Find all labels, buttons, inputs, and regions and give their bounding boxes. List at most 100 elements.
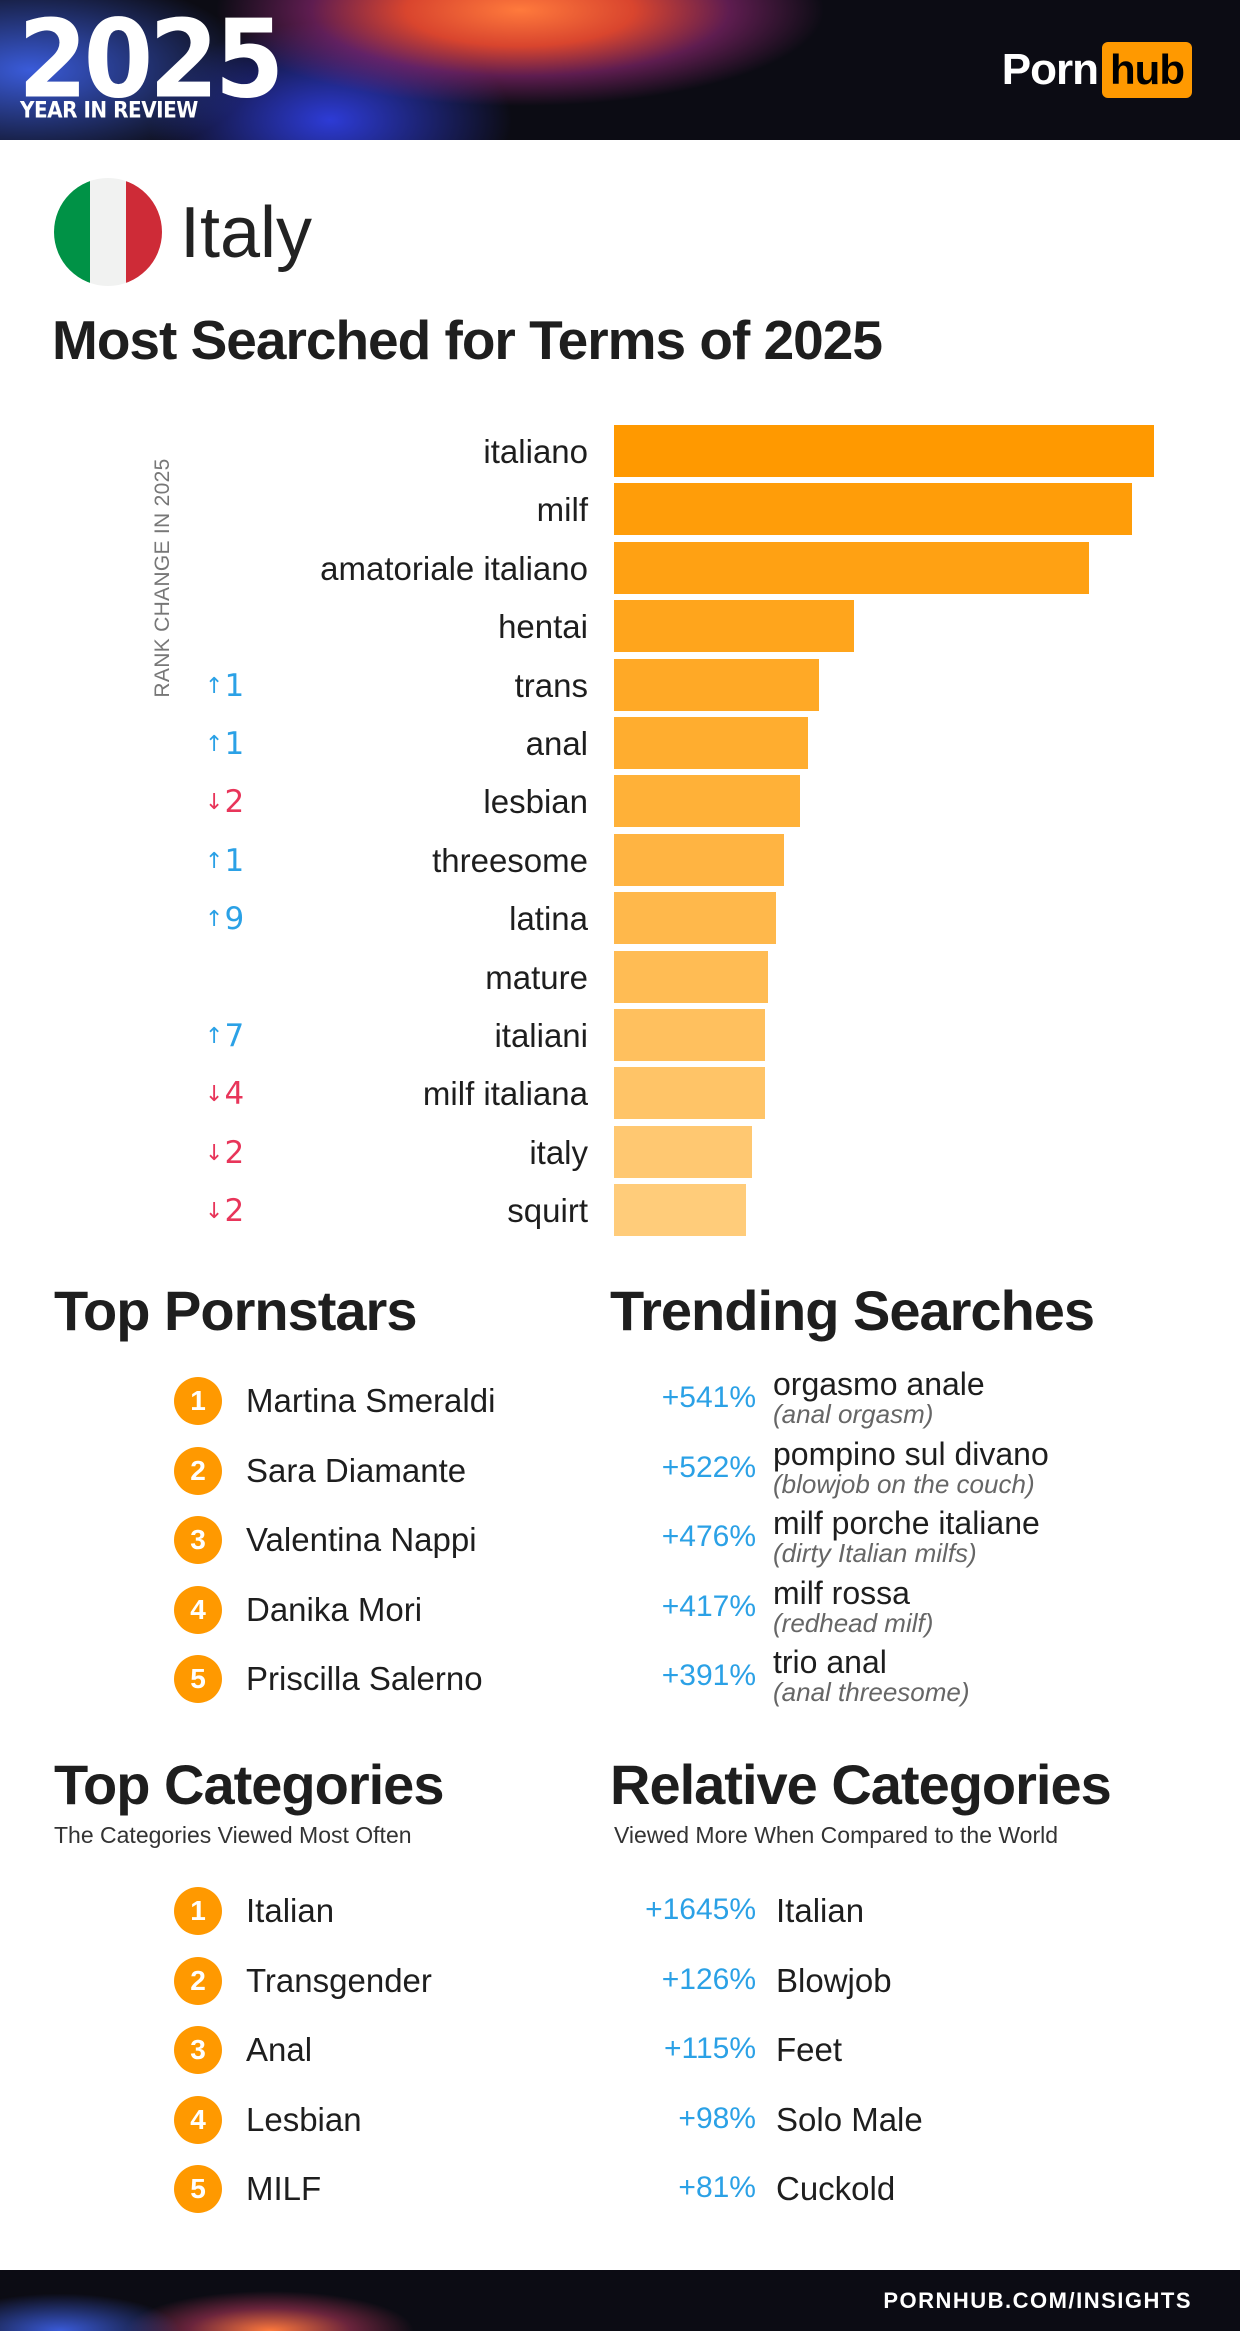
arrow-up-icon: ↑: [205, 732, 224, 757]
rank-change-label: ↑1: [205, 657, 244, 715]
rank-change-value: 9: [224, 901, 245, 938]
arrow-up-icon: ↑: [205, 673, 224, 699]
rank-badge: 1: [174, 1377, 222, 1425]
rank-change-label: ↓2: [205, 1182, 244, 1240]
trending-term[interactable]: milf porche italiane: [773, 1505, 1040, 1541]
bar-label: italiani: [494, 1017, 588, 1054]
relative-category-name[interactable]: Solo Male: [776, 2100, 923, 2138]
bar-label: amatoriale italiano: [320, 549, 588, 587]
list-item-name: Danika Mori: [246, 1590, 423, 1628]
list-item[interactable]: 4 Lesbian: [174, 2095, 362, 2145]
trending-percent: +541%: [661, 1381, 756, 1414]
trending-term[interactable]: pompino sul divano: [773, 1435, 1049, 1472]
trending-translation: (anal threesome): [773, 1677, 970, 1707]
arrow-down-icon: ↓: [205, 1082, 224, 1108]
rank-change-value: 2: [224, 1134, 245, 1171]
bar-label: threesome: [432, 841, 588, 879]
insights-link[interactable]: PORNHUB.COM/INSIGHTS: [883, 2288, 1192, 2313]
list-item[interactable]: 5 MILF: [174, 2164, 321, 2214]
flag-stripe-green: [54, 178, 90, 286]
list-item-name: Priscilla Salerno: [246, 1660, 483, 1697]
trending-percent: +391%: [661, 1659, 756, 1692]
rank-badge: 5: [174, 2165, 222, 2213]
bar-label: anal: [525, 725, 588, 762]
relative-categories-title: Relative Categories: [610, 1753, 1112, 1816]
trending-term[interactable]: milf rossa: [773, 1574, 910, 1611]
trending-term[interactable]: trio anal: [773, 1644, 887, 1680]
arrow-up-icon: ↑: [205, 1024, 224, 1049]
top-categories-title: Top Categories: [54, 1753, 444, 1816]
brand-logo-left: Porn: [1001, 45, 1099, 94]
arrow-up-icon: ↑: [205, 848, 224, 874]
list-item[interactable]: 3 Valentina Nappi: [174, 1515, 477, 1565]
list-item[interactable]: 5 Priscilla Salerno: [174, 1654, 483, 1704]
relative-category-name[interactable]: Cuckold: [776, 2170, 896, 2207]
chart-row: ↓2 squirt: [0, 1182, 1240, 1240]
relative-category-name[interactable]: Italian: [776, 1892, 865, 1929]
bar-label: mature: [485, 958, 588, 996]
list-item[interactable]: 4 Danika Mori: [174, 1585, 422, 1635]
top-pornstars-title: Top Pornstars: [54, 1279, 417, 1342]
relative-category-name[interactable]: Feet: [776, 2031, 843, 2068]
rank-change-label: ↑1: [205, 715, 244, 773]
bar-label: italy: [529, 1133, 588, 1171]
list-item-name: Italian: [246, 1892, 335, 1929]
bar: [614, 717, 808, 769]
relative-percent: +81%: [678, 2171, 756, 2204]
chart-row: ↓2 lesbian: [0, 773, 1240, 831]
footer-banner: PORNHUB.COM/INSIGHTS: [0, 2270, 1240, 2331]
rank-change-label: ↓2: [205, 1124, 244, 1182]
relative-category-name[interactable]: Blowjob: [776, 1961, 892, 1999]
arrow-down-icon: ↓: [205, 790, 224, 816]
chart-row: italiano: [0, 423, 1240, 481]
rank-badge: 4: [174, 1585, 222, 1634]
rank-badge: 2: [174, 1446, 222, 1495]
chart-row: ↑1 anal: [0, 715, 1240, 773]
chart-row: ↓4 milf italiana: [0, 1065, 1240, 1123]
italy-flag-icon: [54, 178, 162, 286]
list-item-name: Martina Smeraldi: [246, 1382, 496, 1419]
brand-logo[interactable]: Porn hub: [1002, 42, 1192, 98]
bar: [614, 775, 800, 828]
list-item[interactable]: 3 Anal: [174, 2025, 312, 2075]
bar-label: squirt: [507, 1192, 588, 1230]
rank-change-value: 1: [224, 667, 245, 704]
page-title: Most Searched for Terms of 2025: [52, 309, 883, 371]
bar: [614, 833, 784, 886]
country-name: Italy: [180, 193, 313, 273]
rank-change-value: 1: [224, 842, 245, 879]
chart-row: mature: [0, 949, 1240, 1007]
rank-change-value: 2: [224, 784, 245, 821]
trending-translation: (blowjob on the couch): [773, 1468, 1035, 1499]
rank-change-value: 4: [224, 1076, 245, 1113]
bar: [614, 1125, 752, 1178]
rank-change-label: ↑1: [205, 832, 244, 890]
list-item[interactable]: 2 Transgender: [174, 1956, 432, 2006]
list-item[interactable]: 1 Italian: [174, 1886, 334, 1936]
bar: [614, 600, 854, 653]
rank-badge: 4: [174, 2095, 222, 2144]
list-item-name: Sara Diamante: [246, 1451, 467, 1489]
trending-term[interactable]: orgasmo anale: [773, 1366, 985, 1402]
bar-label: trans: [514, 666, 588, 704]
rank-change-label: ↑9: [205, 890, 244, 948]
chart-row: hentai: [0, 598, 1240, 656]
trending-translation: (redhead milf): [773, 1607, 934, 1638]
trending-searches-title: Trending Searches: [610, 1279, 1095, 1342]
bar: [614, 658, 819, 711]
bar-label: italiano: [483, 433, 588, 470]
chart-row: ↑1 trans: [0, 657, 1240, 715]
top-categories-subtitle: The Categories Viewed Most Often: [54, 1822, 412, 1848]
chart-row: milf: [0, 481, 1240, 539]
rank-badge: 1: [174, 1887, 222, 1935]
bar-label: latina: [509, 900, 588, 938]
bar-label: lesbian: [483, 783, 588, 821]
list-item-name: MILF: [246, 2170, 322, 2207]
rank-change-value: 7: [224, 1018, 245, 1054]
chart-row: amatoriale italiano: [0, 540, 1240, 598]
list-item[interactable]: 2 Sara Diamante: [174, 1446, 466, 1496]
chart-row: ↑7 italiani: [0, 1007, 1240, 1065]
bar-label: milf: [536, 491, 588, 529]
list-item[interactable]: 1 Martina Smeraldi: [174, 1376, 495, 1426]
bar: [614, 541, 1089, 594]
